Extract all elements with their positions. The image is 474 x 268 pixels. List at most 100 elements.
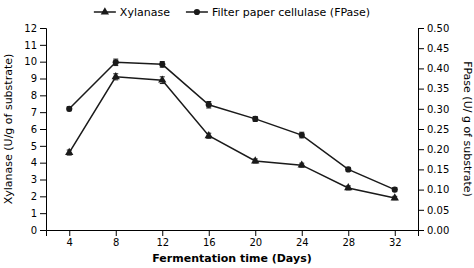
tick: 0 bbox=[31, 225, 46, 236]
tick: 10 bbox=[24, 56, 46, 67]
point bbox=[205, 131, 213, 138]
tick-label: 0.20 bbox=[427, 144, 449, 155]
tick: 0.25 bbox=[418, 124, 449, 135]
y-axis-title: Xylanase (U/g of substrate) bbox=[2, 54, 15, 205]
tick-label: 0.10 bbox=[427, 184, 449, 195]
error-bar bbox=[206, 102, 211, 108]
tick-label: 12 bbox=[24, 23, 37, 34]
point bbox=[298, 160, 306, 167]
tick: 1 bbox=[31, 208, 46, 219]
tick-mark bbox=[40, 45, 46, 46]
tick-label: 0.30 bbox=[427, 104, 449, 115]
tick-mark bbox=[40, 79, 46, 80]
point bbox=[113, 59, 119, 65]
line bbox=[69, 77, 395, 198]
tick-label: 1 bbox=[31, 208, 37, 219]
tick: 0.10 bbox=[418, 184, 449, 195]
tick-mark bbox=[40, 163, 46, 164]
legend-label: Xylanase bbox=[120, 6, 170, 19]
tick-mark bbox=[40, 230, 46, 231]
tick-mark bbox=[69, 230, 70, 236]
tick-mark bbox=[40, 196, 46, 197]
x-axis: 48121620242832 bbox=[47, 230, 419, 248]
tick-mark bbox=[302, 230, 303, 236]
tick: 4 bbox=[31, 157, 46, 168]
tick-mark bbox=[40, 129, 46, 130]
tick-mark bbox=[162, 230, 163, 236]
point bbox=[159, 61, 165, 67]
legend: XylanaseFilter paper cellulase (FPase) bbox=[94, 6, 370, 19]
point bbox=[65, 148, 73, 155]
point bbox=[345, 166, 351, 172]
point bbox=[206, 102, 212, 108]
tick: 0.20 bbox=[418, 144, 449, 155]
point bbox=[112, 72, 120, 79]
tick: 28 bbox=[342, 230, 355, 248]
tick-label: 24 bbox=[296, 237, 309, 248]
axis-line bbox=[419, 29, 425, 231]
tick: 8 bbox=[113, 230, 119, 248]
tick: 20 bbox=[249, 230, 262, 248]
axis-line bbox=[47, 231, 419, 237]
tick-label: 0.40 bbox=[427, 63, 449, 74]
point bbox=[344, 183, 352, 190]
tick-label: 8 bbox=[113, 237, 119, 248]
tick: 3 bbox=[31, 174, 46, 185]
y2-axis: 0.00 0.05 0.10 0.15 0.20 0.25 0.30 0.35 0.40 0.45… bbox=[418, 23, 449, 236]
tick-label: 6 bbox=[31, 124, 37, 135]
tick-mark bbox=[418, 28, 424, 29]
tick-label: 0.35 bbox=[427, 83, 449, 94]
point bbox=[392, 187, 398, 193]
tick: 0.35 bbox=[418, 83, 449, 94]
tick-label: 20 bbox=[249, 237, 262, 248]
tick-mark bbox=[418, 68, 424, 69]
tick: 24 bbox=[296, 230, 309, 248]
tick-mark bbox=[40, 180, 46, 181]
tick-mark bbox=[395, 230, 396, 236]
axis-line bbox=[40, 29, 47, 231]
tick: 12 bbox=[156, 230, 169, 248]
point bbox=[252, 116, 258, 122]
tick: 0.30 bbox=[418, 104, 449, 115]
point bbox=[158, 75, 166, 82]
tick-label: 2 bbox=[31, 191, 37, 202]
tick-label: 3 bbox=[31, 174, 37, 185]
tick-label: 0 bbox=[31, 225, 37, 236]
error-bar bbox=[160, 62, 165, 68]
tick-mark bbox=[418, 48, 424, 49]
tick-mark bbox=[40, 146, 46, 147]
tick-mark bbox=[116, 230, 117, 236]
tick: 32 bbox=[389, 230, 402, 248]
point bbox=[299, 132, 305, 138]
tick: 7 bbox=[31, 107, 46, 118]
tick-label: 0.05 bbox=[427, 205, 449, 216]
series bbox=[66, 59, 398, 193]
tick-mark bbox=[40, 28, 46, 29]
y-axis: 0123456789101112 bbox=[24, 23, 46, 236]
tick-label: 4 bbox=[31, 157, 37, 168]
tick: 8 bbox=[31, 90, 46, 101]
tick: 0.40 bbox=[418, 63, 449, 74]
tick-mark bbox=[418, 210, 424, 211]
tick-label: 0.00 bbox=[427, 225, 449, 236]
tick-mark bbox=[255, 230, 256, 236]
tick: 4 bbox=[67, 230, 73, 248]
legend-entry: Xylanase bbox=[94, 6, 170, 19]
tick: 6 bbox=[31, 124, 46, 135]
tick-label: 0.15 bbox=[427, 164, 449, 175]
tick-label: 10 bbox=[24, 56, 37, 67]
tick: 12 bbox=[24, 23, 46, 34]
tick: 0.05 bbox=[418, 205, 449, 216]
tick: 0.45 bbox=[418, 43, 449, 54]
tick-label: 9 bbox=[31, 73, 37, 84]
error-bar bbox=[299, 132, 304, 138]
legend-marker bbox=[101, 7, 109, 14]
tick-label: 5 bbox=[31, 141, 37, 152]
tick-label: 7 bbox=[31, 107, 37, 118]
tick: 5 bbox=[31, 141, 46, 152]
tick: 9 bbox=[31, 73, 46, 84]
legend-marker bbox=[194, 9, 200, 15]
tick-mark bbox=[40, 62, 46, 63]
point bbox=[66, 106, 72, 112]
tick-mark bbox=[40, 112, 46, 113]
